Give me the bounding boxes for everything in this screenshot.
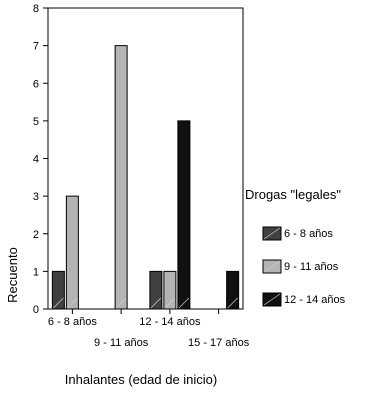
bar-hatch <box>67 297 78 309</box>
bar-hatch <box>115 297 127 309</box>
y-tick-label: 5 <box>33 116 39 128</box>
y-axis: 0 1 2 3 4 5 6 7 8 <box>33 3 48 316</box>
y-tick-label: 3 <box>33 191 39 203</box>
legend-title: Drogas "legales" <box>245 187 341 202</box>
x-tick-label: 9 - 11 años <box>94 337 149 349</box>
x-axis-label: Inhalantes (edad de inicio) <box>65 372 218 387</box>
legend: Drogas "legales" 6 - 8 años 9 - 11 años 12… <box>245 187 346 307</box>
y-tick-label: 2 <box>33 229 39 241</box>
legend-swatch-hatch <box>263 293 281 306</box>
y-tick-label: 8 <box>33 3 39 15</box>
y-tick-label: 0 <box>33 304 39 316</box>
x-tick-label: 12 - 14 años <box>139 316 201 328</box>
x-axis: 6 - 8 años 9 - 11 años 12 - 14 años 15 - 17… <box>48 309 250 349</box>
bar <box>177 120 191 310</box>
y-axis-label: Recuento <box>5 247 20 303</box>
y-tick-label: 7 <box>33 41 39 53</box>
legend-label: 6 - 8 años <box>284 228 333 240</box>
plot-area <box>47 7 244 310</box>
x-tick-label: 15 - 17 años <box>188 337 250 349</box>
bar-hatch <box>178 297 190 309</box>
bar <box>114 45 128 310</box>
y-tick-label: 4 <box>33 154 39 166</box>
bar-hatch <box>164 297 176 309</box>
legend-label: 12 - 14 años <box>284 294 346 306</box>
legend-label: 9 - 11 años <box>284 261 339 273</box>
x-tick-label: 6 - 8 años <box>48 316 97 328</box>
bar-hatch <box>150 297 162 309</box>
legend-swatch-hatch <box>263 227 281 240</box>
legend-swatch-hatch <box>263 260 281 273</box>
bar-hatch <box>53 297 64 309</box>
bar <box>65 195 79 310</box>
y-tick-label: 1 <box>33 266 39 278</box>
y-tick-label: 6 <box>33 78 39 90</box>
bar-hatch <box>227 297 238 309</box>
